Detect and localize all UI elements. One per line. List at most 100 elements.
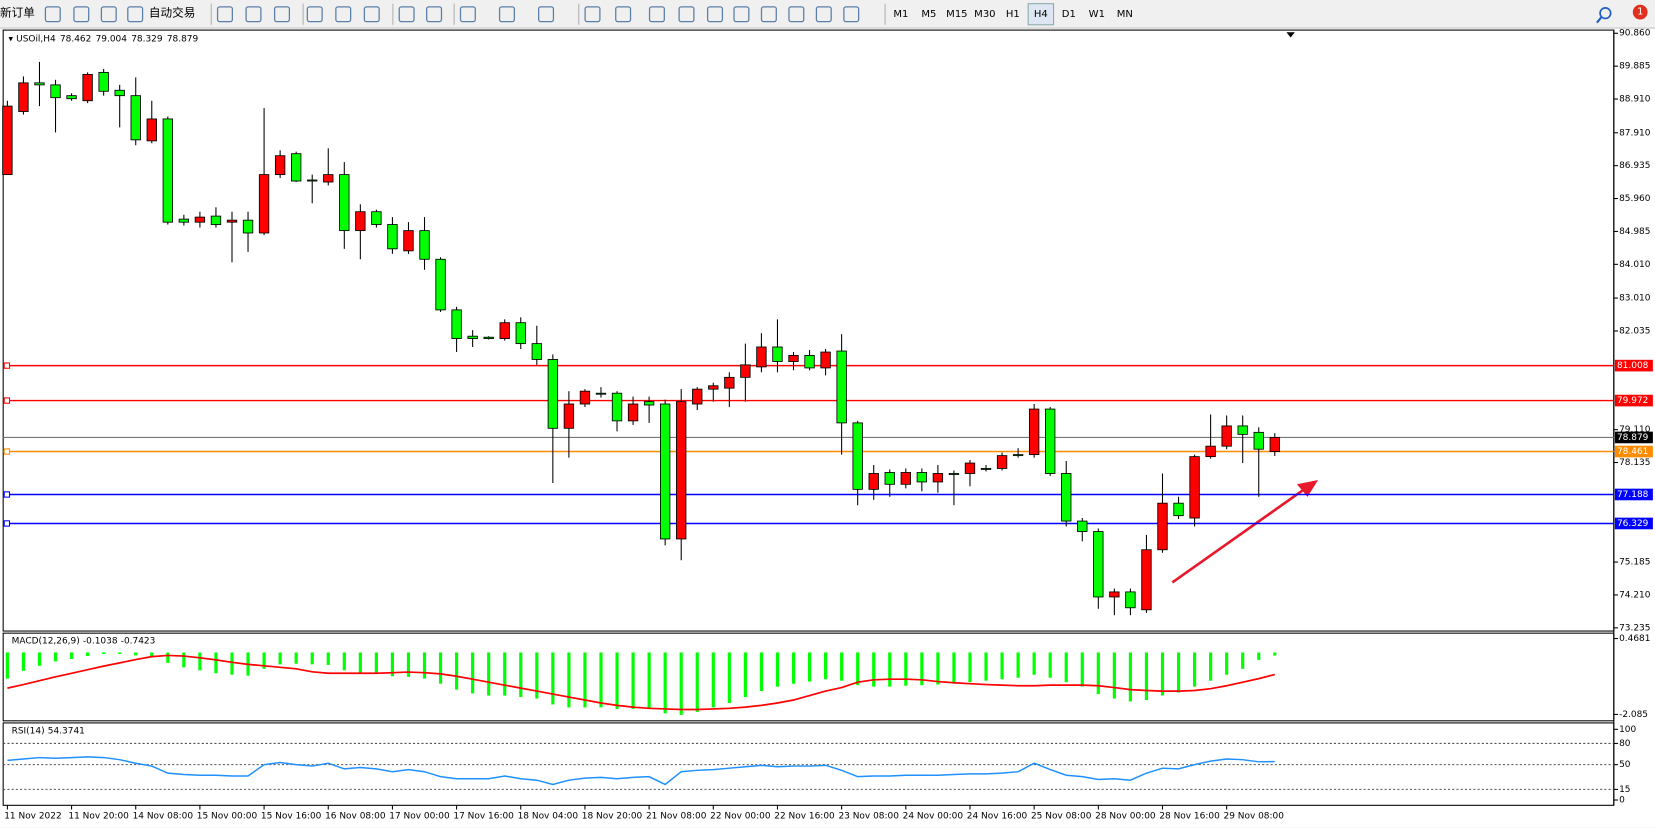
macd-bar: [182, 652, 186, 668]
candle-body: [1028, 408, 1040, 456]
candle-body: [708, 385, 719, 390]
toolbar-icon[interactable]: [245, 6, 262, 23]
candle-body: [82, 73, 93, 102]
candle-body: [916, 472, 928, 483]
toolbar-icon[interactable]: [73, 6, 90, 23]
toolbar-icon[interactable]: [843, 6, 860, 23]
candle-body: [1189, 456, 1200, 519]
toolbar-icon[interactable]: [760, 6, 777, 23]
macd-bar: [599, 652, 603, 708]
x-tick-label: 14 Nov 08:00: [133, 811, 194, 821]
new-order-button[interactable]: 新订单: [0, 6, 35, 20]
current-price-tag: [1614, 431, 1653, 444]
y-tick-label: 50: [1619, 760, 1631, 770]
search-icon[interactable]: [1599, 7, 1612, 20]
toolbar-icon[interactable]: [648, 6, 665, 23]
timeframe-button[interactable]: M15: [946, 9, 967, 20]
timeframe-button[interactable]: M30: [974, 9, 995, 20]
toolbar-icon[interactable]: [273, 6, 291, 23]
rsi-line: [7, 756, 1275, 786]
candle-body: [50, 84, 61, 99]
toolbar-icon[interactable]: [398, 6, 415, 23]
candle-body: [451, 309, 462, 339]
macd-bar: [1032, 652, 1036, 675]
candle-body: [467, 335, 478, 339]
candle-body: [804, 355, 815, 369]
indicator-title-part: 54.3741: [48, 726, 85, 736]
level-handle: [3, 491, 11, 498]
toolbar-icon[interactable]: [335, 6, 352, 23]
x-tick-label: 15 Nov 00:00: [197, 811, 258, 821]
y-tick-label: 90.860: [1619, 29, 1651, 39]
level-tag-label: 77.188: [1617, 490, 1649, 500]
toolbar-icon[interactable]: [584, 6, 601, 23]
x-tick-label: 21 Nov 08:00: [646, 811, 707, 821]
timeframe-button[interactable]: D1: [1062, 9, 1076, 20]
macd-bar: [1241, 652, 1245, 669]
search-icon-handle: [1596, 16, 1602, 24]
timeframe-button[interactable]: M5: [921, 9, 936, 20]
macd-bar: [583, 652, 587, 708]
candle-body: [820, 351, 831, 369]
candle-body: [387, 224, 398, 250]
timeframe-button[interactable]: MN: [1117, 9, 1133, 20]
toolbar-icon[interactable]: [733, 6, 750, 23]
ohlc-value: 78.329: [131, 34, 163, 44]
candle-body: [1253, 431, 1264, 450]
x-tick-label: 18 Nov 04:00: [518, 811, 579, 821]
toolbar-icon[interactable]: [426, 6, 443, 23]
macd-bar: [198, 652, 202, 671]
toolbar-icon[interactable]: [216, 6, 233, 23]
macd-bar: [775, 652, 780, 687]
y-tick-label: 80: [1619, 739, 1631, 749]
macd-bar: [310, 652, 314, 665]
candle-body: [274, 155, 286, 176]
auto-trading-button[interactable]: 自动交易: [149, 6, 195, 20]
y-tick-label: 73.235: [1619, 623, 1650, 633]
candle-body: [162, 118, 173, 223]
toolbar-icon[interactable]: [538, 6, 555, 23]
macd-bar: [1273, 652, 1277, 656]
candle-body: [18, 82, 29, 112]
timeframe-button[interactable]: M1: [893, 9, 908, 20]
candle-body: [1012, 454, 1024, 457]
toolbar-icon[interactable]: [678, 6, 695, 23]
toolbar-icon[interactable]: [459, 6, 476, 23]
candle-body: [483, 336, 494, 339]
macd-bar: [406, 652, 411, 677]
macd-bar: [455, 652, 459, 690]
toolbar-icon[interactable]: [363, 6, 380, 23]
toolbar-icon[interactable]: [615, 6, 632, 23]
toolbar-icon[interactable]: [127, 6, 144, 23]
toolbar-icon[interactable]: [100, 6, 117, 23]
y-tick-label: 0: [1619, 796, 1625, 806]
macd-bar: [807, 652, 812, 682]
timeframe-button[interactable]: W1: [1089, 9, 1105, 20]
y-tick-label: 83.010: [1619, 294, 1651, 304]
toolbar-icon[interactable]: [498, 6, 515, 23]
candle-body: [242, 219, 254, 234]
timeframe-button[interactable]: H1: [1006, 9, 1020, 20]
candle-body: [323, 174, 334, 183]
ohlc-value: 79.004: [96, 34, 128, 44]
timeframe-button[interactable]: H4: [1034, 9, 1048, 20]
candle-body: [964, 462, 976, 474]
toolbar-icon[interactable]: [815, 6, 832, 23]
toolbar-icon[interactable]: [788, 6, 805, 23]
toolbar-icon[interactable]: [44, 6, 61, 23]
y-tick-label: 79.110: [1619, 425, 1651, 435]
notification-badge[interactable]: [1632, 4, 1648, 20]
candle-body: [868, 473, 879, 490]
candle-body: [740, 364, 751, 378]
toolbar-icon[interactable]: [706, 6, 724, 23]
macd-bar: [262, 652, 266, 669]
toolbar-icon[interactable]: [306, 6, 323, 23]
level-handle: [3, 397, 11, 404]
ohlc-value: 78.879: [167, 34, 199, 44]
x-tick-label: 17 Nov 00:00: [389, 811, 450, 821]
macd-bar: [647, 652, 651, 709]
macd-bar: [1176, 652, 1181, 693]
macd-bar: [968, 652, 972, 683]
macd-bar: [663, 652, 667, 714]
indicator-title-part: RSI(14): [12, 726, 45, 736]
